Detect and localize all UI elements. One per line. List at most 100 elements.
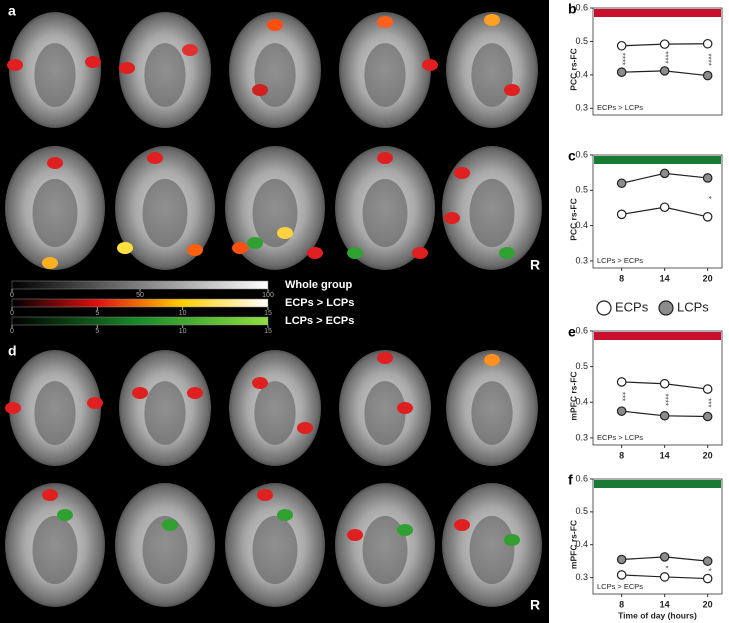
data-point [659, 378, 670, 389]
annotation: LCPs > ECPs [597, 582, 643, 591]
y-tick-label: 0.6 [575, 325, 588, 335]
y-tick-label: 0.6 [575, 149, 588, 159]
y-tick-label: 0.3 [575, 103, 588, 113]
y-tick-label: 0.3 [575, 572, 588, 582]
activation-blob [257, 489, 273, 501]
y-tick-label: 0.5 [575, 361, 588, 371]
brain-region [144, 43, 186, 107]
activation-blob [377, 352, 393, 364]
legend-label: ECPs [615, 299, 649, 314]
activation-blob [504, 84, 520, 96]
data-point [702, 384, 713, 394]
y-tick-label: 0.4 [575, 539, 588, 549]
activation-blob [377, 152, 393, 164]
brain-region [32, 178, 78, 248]
activation-blob [42, 489, 58, 501]
activation-blob [377, 16, 393, 28]
significance-stars: * [704, 196, 713, 199]
y-tick-label: 0.3 [575, 432, 588, 442]
data-point [616, 67, 627, 77]
data-point [659, 552, 670, 562]
x-tick-label: 8 [619, 599, 624, 609]
y-axis-label: PCC rs-FC [568, 198, 578, 241]
brain-region [364, 43, 406, 107]
colorbar-label: LCPs > ECPs [285, 315, 354, 327]
brain-region [254, 43, 296, 107]
data-point [702, 573, 713, 584]
y-axis-label: mPFC rs-FC [568, 520, 578, 569]
activation-blob [7, 59, 23, 71]
activation-blob [117, 242, 133, 254]
colorbar-tick-label: 0 [10, 328, 14, 335]
data-point [616, 40, 627, 51]
activation-blob [454, 519, 470, 531]
brain-region [254, 381, 296, 445]
data-point [659, 572, 670, 582]
brain-region [34, 43, 76, 107]
activation-blob [232, 242, 248, 254]
plot-frame [592, 7, 723, 116]
activation-blob [132, 387, 148, 399]
significance-stars: **** [661, 51, 670, 63]
activation-blob [5, 402, 21, 414]
brain-region [252, 515, 298, 585]
x-tick-label: 8 [619, 273, 624, 283]
activation-blob [484, 14, 500, 26]
annotation: LCPs > ECPs [597, 256, 643, 265]
data-point [659, 410, 670, 421]
significance-bar [594, 480, 721, 488]
orientation-label: R [530, 597, 540, 613]
x-tick-label: 20 [703, 273, 713, 283]
activation-blob [57, 509, 73, 521]
data-point [702, 38, 713, 49]
x-tick-label: 14 [660, 599, 670, 609]
panel-letter: e [568, 324, 576, 340]
data-point [702, 173, 713, 183]
y-tick-label: 0.3 [575, 255, 588, 265]
brain-region [364, 381, 406, 445]
brain-slices [5, 12, 542, 607]
annotation: ECPs > LCPs [597, 103, 643, 112]
y-tick-label: 0.5 [575, 506, 588, 516]
data-point [616, 377, 627, 387]
significance-bar [594, 332, 721, 340]
activation-blob [187, 244, 203, 256]
activation-blob [119, 62, 135, 74]
orientation-label: R [530, 257, 540, 273]
significance-stars: *** [618, 392, 627, 401]
plot-frame [592, 154, 723, 269]
data-point [616, 554, 627, 565]
activation-blob [47, 157, 63, 169]
brain-region [362, 178, 408, 248]
brain-region [34, 381, 76, 445]
brain-region [362, 515, 408, 585]
data-point [702, 411, 713, 422]
activation-blob [85, 56, 101, 68]
brain-region [469, 515, 515, 585]
colorbar [11, 316, 269, 326]
colorbar-tick-label: 0 [10, 292, 14, 299]
activation-blob [182, 44, 198, 56]
activation-blob [397, 524, 413, 536]
activation-blob [277, 509, 293, 521]
y-axis-label: PCC rs-FC [568, 48, 578, 91]
activation-blob [187, 387, 203, 399]
x-tick-label: 8 [619, 450, 624, 460]
x-tick-label: 14 [660, 450, 670, 460]
activation-blob [297, 422, 313, 434]
activation-blob [454, 167, 470, 179]
panel-letter: b [568, 1, 577, 17]
colorbar-tick-label: 100 [262, 292, 274, 299]
activation-blob [252, 377, 268, 389]
data-point [616, 209, 627, 220]
data-point [616, 406, 627, 416]
activation-blob [422, 59, 438, 71]
activation-blob [277, 227, 293, 239]
data-point [616, 570, 627, 580]
activation-blob [307, 247, 323, 259]
panel-letter: d [8, 343, 17, 359]
y-tick-label: 0.6 [575, 2, 588, 12]
data-point [616, 178, 627, 189]
significance-stars: *** [704, 398, 713, 407]
